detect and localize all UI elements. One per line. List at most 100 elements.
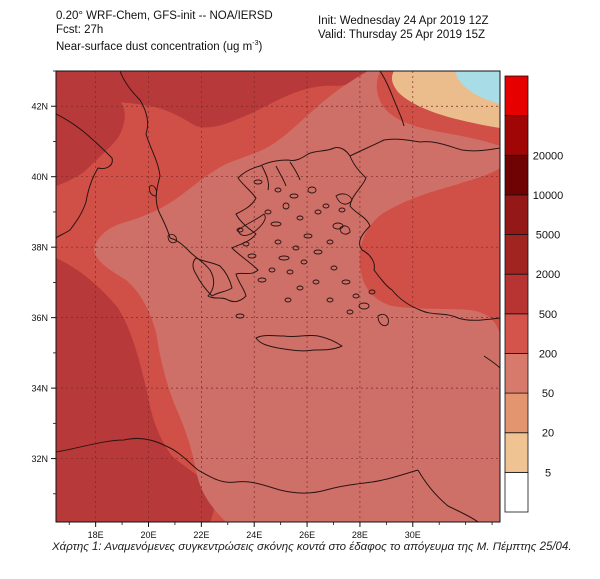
colorbar-label: 20000 (533, 150, 564, 162)
island-outline (235, 313, 245, 319)
island-outline (264, 209, 272, 215)
colorbar-swatch (504, 432, 529, 473)
colorbar-swatch (504, 194, 529, 235)
island-outline (282, 202, 290, 210)
island-outline (303, 233, 313, 239)
coast-chalkidiki (261, 161, 301, 191)
dust-zone-dark-north (56, 71, 380, 128)
lon-tick-label: 26E (299, 530, 315, 540)
coast-africa (56, 437, 419, 494)
init-line: Init: Wednesday 24 Apr 2019 12Z (318, 15, 489, 27)
forecast-line: Fcst: 27h (56, 24, 104, 36)
island-outline (253, 179, 263, 185)
island-euboea (237, 213, 266, 236)
coast-italy (56, 113, 113, 239)
colorbar-swatch (504, 154, 529, 196)
lon-tick-label: 20E (140, 530, 156, 540)
island-outline (286, 269, 294, 275)
island-outline (341, 279, 351, 285)
colorbar-label: 10000 (533, 190, 564, 202)
island-outline (346, 309, 354, 315)
model-line: 0.20° WRF-Chem, GFS-init -- NOA/IERSD (56, 10, 273, 22)
colorbar-label: 20 (542, 428, 554, 440)
map-header-left: 0.20° WRF-Chem, GFS-init -- NOA/IERSD Fc… (56, 9, 273, 54)
coast-turkey-west (349, 155, 500, 321)
island-outline (270, 221, 282, 227)
island-outline (268, 267, 276, 273)
island-corfu (149, 185, 157, 197)
lon-tick-label: 22E (193, 530, 209, 540)
island-chios (339, 225, 351, 235)
coast-balkans-west (119, 71, 171, 239)
island-outline (296, 215, 304, 221)
island-outline (358, 302, 370, 310)
map-header-right: Init: Wednesday 24 Apr 2019 12Z Valid: T… (318, 14, 488, 42)
coast-peloponnese (192, 257, 233, 297)
island-outline (278, 255, 290, 261)
island-outline (313, 249, 323, 255)
colorbar-swatch (504, 75, 529, 117)
island-outline (292, 245, 300, 251)
island-outline (300, 259, 308, 265)
coast-black-sea-west (379, 71, 405, 127)
lat-tick-label: 34N (31, 384, 48, 394)
lon-tick-label: 28E (352, 530, 368, 540)
lat-tick-label: 38N (31, 243, 48, 253)
colorbar-swatch (504, 115, 529, 156)
island-outline (326, 239, 334, 245)
aegean-islands (149, 179, 389, 327)
lat-axis: 42N 40N 38N 36N 34N 32N (31, 70, 56, 495)
colorbar-label: 500 (539, 309, 557, 321)
coast-levant (417, 469, 479, 522)
colorbar-label: 5000 (536, 230, 560, 242)
colorbar-label: 200 (539, 348, 557, 360)
island-rhodes (377, 313, 389, 327)
lat-tick-label: 42N (31, 102, 48, 112)
colorbar: 20000 10000 5000 2000 500 200 50 20 5 (504, 75, 564, 513)
dust-zone-light-core (94, 71, 500, 522)
colorbar-swatch (504, 471, 529, 513)
island-outline (326, 297, 334, 303)
island-outline (312, 279, 320, 285)
island-outline (274, 187, 282, 193)
island-lesbos (335, 193, 353, 205)
colorbar-swatch (504, 392, 529, 434)
island-outline (289, 193, 299, 199)
island-outline (274, 239, 282, 245)
island-outline (322, 203, 330, 209)
island-outline (338, 207, 346, 213)
island-outline (307, 186, 317, 194)
island-kefalonia (167, 233, 177, 244)
lon-tick-label: 18E (88, 530, 104, 540)
colorbar-label: 5 (545, 467, 551, 479)
lon-tick-label: 24E (246, 530, 262, 540)
colorbar-swatch (504, 273, 529, 315)
coastlines (56, 71, 500, 522)
lat-tick-label: 32N (31, 454, 48, 464)
graticule (56, 71, 500, 522)
variable-label: Near-surface dust concentration (ug m-3) (56, 40, 263, 53)
island-outline (296, 285, 304, 291)
lon-tick-label: 30E (405, 530, 421, 540)
lat-tick-label: 40N (31, 172, 48, 182)
lat-tick-label: 36N (31, 313, 48, 323)
island-outline (247, 253, 257, 259)
colorbar-label: 50 (542, 388, 554, 400)
island-outline (352, 293, 360, 299)
valid-line: Valid: Thursday 25 Apr 2019 15Z (318, 29, 486, 41)
coast-crete (255, 334, 343, 352)
coast-turkey-north (349, 138, 500, 157)
island-outline (257, 277, 267, 283)
map-plot-area (56, 71, 500, 522)
island-outline (236, 227, 244, 233)
colorbar-label: 2000 (536, 269, 560, 281)
island-outline (330, 265, 338, 271)
island-outline (314, 209, 322, 215)
colorbar-swatch (504, 313, 529, 354)
colorbar-swatch (504, 234, 529, 275)
island-outline (284, 297, 292, 303)
map-frame (55, 70, 501, 523)
map-caption: Χάρτης 1: Αναμενόμενες συγκεντρώσεις σκό… (52, 541, 572, 553)
dust-zone-clean (456, 71, 500, 104)
